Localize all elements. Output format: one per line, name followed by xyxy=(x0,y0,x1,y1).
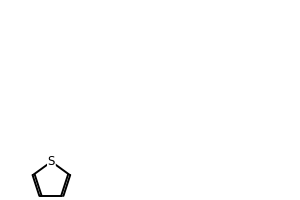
Text: S: S xyxy=(48,155,55,168)
